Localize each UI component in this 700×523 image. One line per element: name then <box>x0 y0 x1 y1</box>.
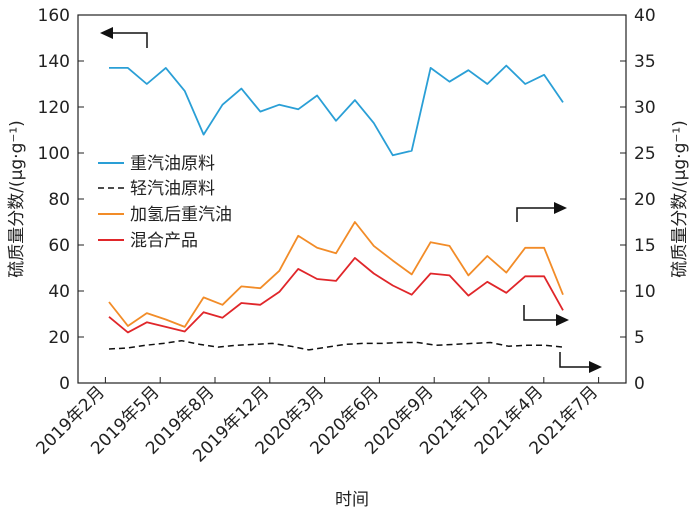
left-tick-label: 80 <box>48 190 70 210</box>
right-tick-label: 5 <box>634 328 645 348</box>
series-line-3 <box>108 256 564 334</box>
x-axis-title: 时间 <box>335 490 369 510</box>
left-axis-ticks: 0 20 40 60 80 100 120 140 160 <box>38 6 84 394</box>
right-tick-label: 15 <box>634 236 656 256</box>
series-line-2 <box>108 221 564 328</box>
left-tick-label: 160 <box>38 6 70 26</box>
left-tick-label: 140 <box>38 52 70 72</box>
right-tick-label: 10 <box>634 282 656 302</box>
left-tick-label: 0 <box>59 374 70 394</box>
legend: 重汽油原料 轻汽油原料 加氢后重汽油 混合产品 <box>98 154 232 251</box>
legend-label-heavy-feed: 重汽油原料 <box>130 154 215 174</box>
series-lines <box>108 64 564 351</box>
arrow-right-axis-blend <box>523 305 569 326</box>
left-tick-label: 100 <box>38 144 70 164</box>
arrow-right-axis-light <box>559 352 602 373</box>
left-axis-title: 硫质量分数/(μg·g⁻¹) <box>7 120 27 278</box>
right-tick-label: 40 <box>634 6 656 26</box>
right-tick-label: 0 <box>634 374 645 394</box>
left-tick-label: 60 <box>48 236 70 256</box>
series-line-0 <box>109 64 564 157</box>
legend-label-blend: 混合产品 <box>130 231 198 251</box>
legend-label-hydro-heavy: 加氢后重汽油 <box>130 205 232 225</box>
arrow-left-axis <box>100 27 148 48</box>
left-tick-label: 40 <box>48 282 70 302</box>
series-line-1 <box>108 339 564 351</box>
right-tick-label: 25 <box>634 144 656 164</box>
right-tick-label: 35 <box>634 52 656 72</box>
right-axis-ticks: 0 5 10 15 20 25 30 35 40 <box>620 6 656 394</box>
left-tick-label: 120 <box>38 98 70 118</box>
plot-frame <box>77 14 627 384</box>
right-axis-title: 硫质量分数/(μg·g⁻¹) <box>670 120 690 278</box>
right-tick-label: 30 <box>634 98 656 118</box>
legend-label-light-feed: 轻汽油原料 <box>130 179 215 199</box>
right-tick-label: 20 <box>634 190 656 210</box>
arrow-right-axis-hydro <box>516 202 567 222</box>
x-axis-ticks: 2019年2月2019年5月2019年8月2019年12月2020年3月2020… <box>33 377 602 466</box>
left-tick-label: 20 <box>48 328 70 348</box>
